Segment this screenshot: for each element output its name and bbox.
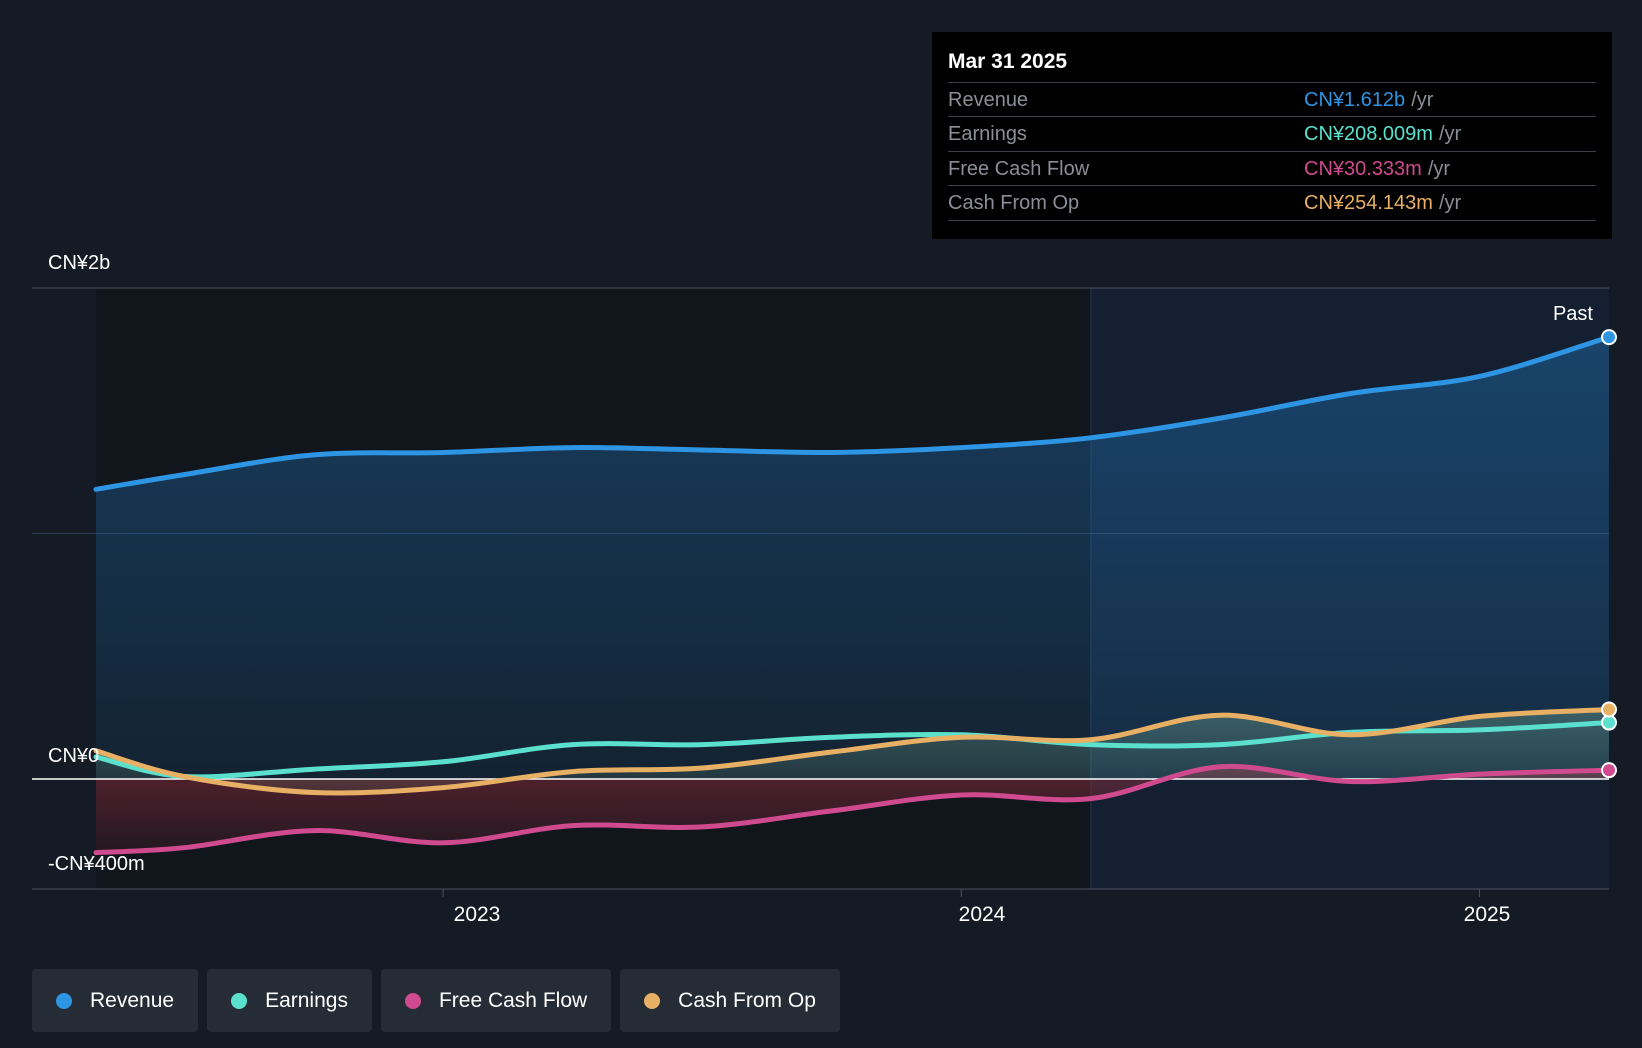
legend-item-cash-from-op[interactable]: Cash From Op bbox=[620, 969, 840, 1032]
y-tick-label-top: CN¥2b bbox=[48, 252, 111, 274]
negative-area bbox=[96, 766, 1609, 853]
tooltip-value: CN¥1.612b/yr bbox=[1304, 89, 1434, 111]
tooltip-row-cfo: Cash From Op CN¥254.143m/yr bbox=[948, 185, 1596, 221]
legend-item-revenue[interactable]: Revenue bbox=[32, 969, 199, 1032]
y-tick-label-zero: CN¥0 bbox=[48, 745, 100, 767]
x-tick-label-2025: 2025 bbox=[1463, 903, 1511, 926]
tooltip-label: Cash From Op bbox=[948, 192, 1080, 214]
past-label: Past bbox=[1553, 303, 1593, 325]
tooltip-label: Free Cash Flow bbox=[948, 158, 1090, 180]
legend-dot-icon bbox=[56, 992, 72, 1009]
legend-dot-icon bbox=[231, 992, 248, 1009]
tooltip-date: Mar 31 2025 bbox=[948, 50, 1068, 73]
legend-dot-icon bbox=[644, 992, 661, 1009]
tooltip-value: CN¥208.009m/yr bbox=[1304, 123, 1462, 145]
legend-label: Free Cash Flow bbox=[438, 988, 588, 1012]
legend: Revenue Earnings Free Cash Flow Cash Fro… bbox=[32, 969, 840, 1032]
tooltip-row-revenue: Revenue CN¥1.612b/yr bbox=[948, 82, 1596, 117]
data-point-earnings bbox=[1601, 714, 1617, 731]
legend-label: Cash From Op bbox=[678, 988, 816, 1012]
data-point-revenue bbox=[1601, 329, 1617, 346]
tooltip-label: Revenue bbox=[948, 89, 1029, 111]
tooltip-value: CN¥30.333m/yr bbox=[1304, 158, 1451, 180]
x-tick-label-2023: 2023 bbox=[453, 903, 501, 926]
tooltip-row-earnings: Earnings CN¥208.009m/yr bbox=[948, 116, 1596, 151]
tooltip-label: Earnings bbox=[948, 123, 1027, 145]
series-line-free-cash-flow bbox=[93, 763, 1612, 856]
series-line-revenue bbox=[93, 334, 1612, 492]
legend-label: Earnings bbox=[265, 988, 348, 1012]
legend-label: Revenue bbox=[90, 988, 175, 1012]
legend-item-earnings[interactable]: Earnings bbox=[207, 969, 372, 1032]
series-line-cash-from-op bbox=[93, 707, 1612, 796]
revenue-area bbox=[96, 337, 1609, 779]
data-point-free-cash-flow bbox=[1601, 762, 1617, 779]
tooltip: Mar 31 2025 Revenue CN¥1.612b/yr Earning… bbox=[932, 32, 1612, 239]
y-tick-label-bottom: -CN¥400m bbox=[48, 853, 145, 875]
x-tick-label-2024: 2024 bbox=[958, 903, 1006, 926]
tooltip-value: CN¥254.143m/yr bbox=[1304, 192, 1462, 214]
data-point-cash-from-op bbox=[1601, 701, 1617, 718]
tooltip-row-fcf: Free Cash Flow CN¥30.333m/yr bbox=[948, 151, 1596, 186]
legend-dot-icon bbox=[404, 992, 421, 1009]
legend-item-free-cash-flow[interactable]: Free Cash Flow bbox=[380, 969, 612, 1032]
